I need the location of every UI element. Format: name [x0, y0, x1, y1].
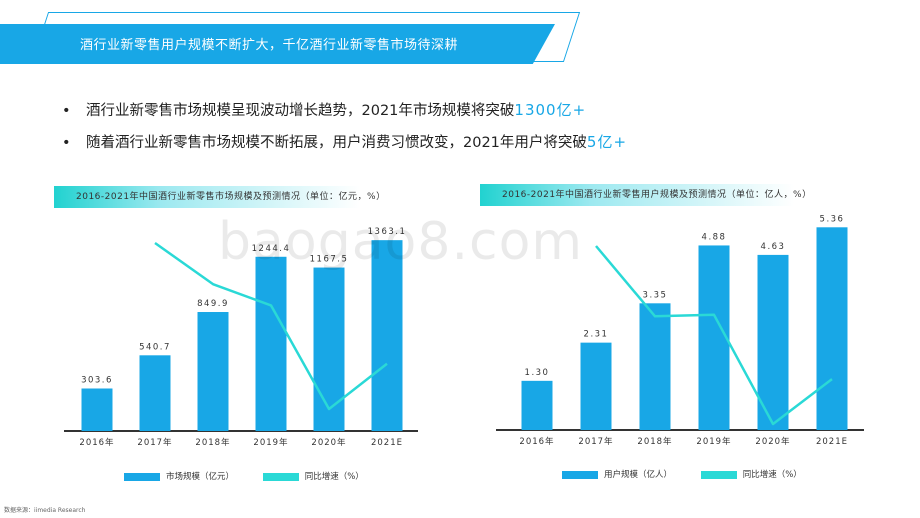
bar	[197, 312, 229, 431]
bar-data-label: 5.36	[820, 214, 845, 224]
bullet-text: 随着酒行业新零售市场规模不断拓展，用户消费习惯改变，2021年用户将突破	[86, 135, 587, 151]
banner	[0, 24, 555, 64]
x-tick-label: 2019年	[253, 437, 288, 448]
bar	[816, 227, 848, 430]
bar	[81, 388, 113, 431]
bar	[313, 267, 345, 431]
bar	[139, 355, 171, 431]
bar-data-label: 4.63	[761, 242, 786, 252]
chart-header-market: 2016-2021年中国酒行业新零售市场规模及预测情况（单位：亿元，%）	[54, 186, 414, 208]
x-tick-label: 2016年	[79, 437, 114, 448]
bullet-highlight: 1300亿+	[514, 101, 587, 119]
bar-data-label: 1167.5	[310, 255, 349, 265]
bar	[371, 240, 403, 431]
bar-data-label: 4.88	[702, 232, 727, 242]
chart-header-users: 2016-2021年中国酒行业新零售用户规模及预测情况（单位：亿人，%）	[480, 184, 850, 206]
chart-title: 2016-2021年中国酒行业新零售市场规模及预测情况（单位：亿元，%）	[76, 192, 386, 202]
bar	[255, 256, 287, 431]
bar	[580, 342, 612, 430]
x-tick-label: 2016年	[519, 436, 554, 447]
bar	[698, 245, 730, 430]
legend-bar-swatch	[124, 472, 160, 481]
bullet-item: • 酒行业新零售市场规模呈现波动增长趋势，2021年市场规模将突破1300亿+	[62, 94, 627, 126]
legend-users: 用户规模（亿人） 同比增速（%）	[562, 468, 802, 480]
bullet-dot: •	[62, 135, 71, 151]
bar-data-label: 849.9	[197, 299, 229, 309]
market-size-chart: 303.6 2016年 540.7 2017年 849.9 2018年 1244.4 2019…	[64, 227, 418, 448]
x-tick-label: 2021E	[371, 438, 403, 448]
legend-bar-label: 市场规模（亿元）	[166, 472, 235, 482]
bar-data-label: 1244.4	[252, 244, 291, 254]
bar-data-label: 1.30	[525, 368, 550, 378]
legend-bar-swatch	[562, 470, 598, 479]
legend-market: 市场规模（亿元） 同比增速（%）	[124, 470, 364, 482]
user-size-chart: 1.30 2016年 2.31 2017年 3.35 2018年 4.88 2019年 4.63…	[496, 214, 864, 447]
bar-data-label: 303.6	[81, 375, 113, 385]
bullet-text: 酒行业新零售市场规模呈现波动增长趋势，2021年市场规模将突破	[86, 103, 515, 119]
x-tick-label: 2021E	[816, 437, 848, 447]
bar-data-label: 2.31	[584, 330, 609, 340]
page-title: 酒行业新零售用户规模不断扩大，千亿酒行业新零售市场待深耕	[80, 38, 459, 53]
x-tick-label: 2020年	[755, 436, 790, 447]
source-note: 数据来源：iimedia Research	[4, 507, 86, 514]
x-tick-label: 2020年	[311, 437, 346, 448]
bar	[521, 380, 553, 430]
watermark: baogao8.com	[218, 212, 584, 272]
legend-line-swatch	[700, 470, 737, 479]
bar-data-label: 1363.1	[368, 227, 407, 237]
bullet-dot: •	[62, 103, 71, 119]
legend-bar-label: 用户规模（亿人）	[604, 470, 673, 480]
chart-title: 2016-2021年中国酒行业新零售用户规模及预测情况（单位：亿人，%）	[502, 190, 812, 200]
x-tick-label: 2018年	[195, 437, 230, 448]
legend-line-swatch	[262, 472, 299, 481]
bar	[757, 254, 789, 430]
legend-line-label: 同比增速（%）	[304, 472, 364, 482]
bar-data-label: 540.7	[139, 342, 171, 352]
x-tick-label: 2019年	[696, 436, 731, 447]
bullet-list: • 酒行业新零售市场规模呈现波动增长趋势，2021年市场规模将突破1300亿+ •…	[62, 94, 627, 158]
bar	[639, 303, 671, 430]
x-tick-label: 2017年	[137, 437, 172, 448]
bar-data-label: 3.35	[643, 290, 668, 300]
x-tick-label: 2018年	[637, 436, 672, 447]
bullet-item: • 随着酒行业新零售市场规模不断拓展，用户消费习惯改变，2021年用户将突破5亿+	[62, 126, 627, 158]
bullet-highlight: 5亿+	[586, 133, 628, 151]
legend-line-label: 同比增速（%）	[742, 470, 802, 480]
x-tick-label: 2017年	[578, 436, 613, 447]
